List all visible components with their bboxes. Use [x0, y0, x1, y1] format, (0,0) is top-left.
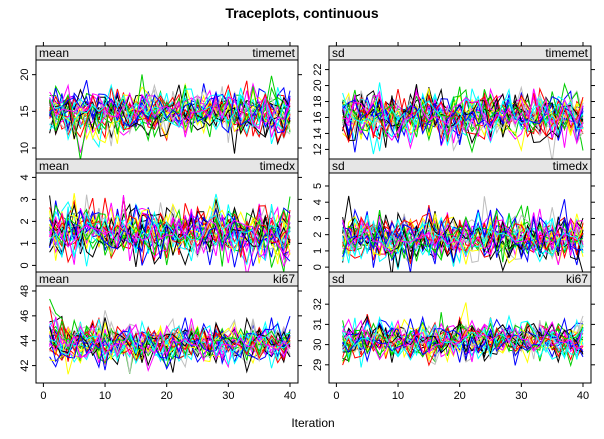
panel-mean-timemet: mean timemet 10 15 20: [19, 42, 302, 160]
y-tick-label: 32: [312, 298, 324, 310]
chain-line: [342, 82, 584, 147]
y-tick-label: 2: [19, 218, 31, 224]
x-tick-label: 30: [222, 390, 234, 402]
y-tick-label: 3: [19, 196, 31, 202]
chain-line: [342, 82, 584, 139]
chart-title: Traceplots, continuous: [225, 5, 378, 21]
chain-line: [49, 318, 291, 361]
y-tick-label: 10: [19, 142, 31, 154]
strip-stat-label: sd: [332, 159, 345, 173]
chain-line: [342, 88, 584, 141]
strip-variable-label: ki67: [566, 272, 588, 286]
strip-variable-label: timemet: [252, 46, 295, 60]
panel-sd-timemet: sd timemet 12 14 16 18 20 22: [312, 42, 595, 160]
chain-line: [49, 204, 291, 262]
chain-line: [342, 209, 584, 263]
strip-stat-label: mean: [39, 159, 69, 173]
panel-mean-timedx: mean timedx 0 1 2 3 4: [19, 158, 302, 273]
panel-sd-timedx: sd timedx 0 1 2 3 4 5: [312, 158, 595, 273]
y-tick-label: 14: [312, 127, 324, 139]
y-tick-label: 20: [19, 69, 31, 81]
chain-line: [342, 212, 584, 256]
x-tick-label: 20: [454, 390, 466, 402]
chain-line: [342, 89, 584, 144]
chain-line: [342, 211, 584, 268]
chain-line: [49, 319, 291, 369]
chain-line: [342, 319, 584, 361]
y-tick-label: 22: [312, 63, 324, 75]
y-tick-label: 5: [312, 183, 324, 189]
y-tick-label: 16: [312, 111, 324, 123]
y-tick-label: 42: [19, 359, 31, 371]
x-axis-label: Iteration: [291, 416, 334, 430]
x-tick-label: 30: [515, 390, 527, 402]
y-tick-label: 31: [312, 318, 324, 330]
y-tick-label: 30: [312, 338, 324, 350]
x-tick-label: 10: [392, 390, 404, 402]
panel-mean-ki67: mean ki67 42 44 46 48 0 10 20 30 40: [19, 271, 302, 402]
series-group: [342, 195, 584, 272]
chain-line: [49, 324, 291, 368]
chain-line: [49, 210, 291, 267]
series-group: [49, 74, 291, 159]
y-tick-label: 1: [19, 240, 31, 246]
y-tick-label: 48: [19, 285, 31, 297]
series-group: [342, 302, 584, 368]
y-tick-label: 0: [312, 264, 324, 270]
strip-background: [328, 271, 592, 287]
strip-stat-label: sd: [332, 46, 345, 60]
chain-line: [49, 208, 291, 256]
series-group: [49, 298, 291, 375]
x-tick-label: 20: [161, 390, 173, 402]
x-tick-label: 0: [40, 390, 46, 402]
x-tick-label: 40: [577, 390, 589, 402]
chain-line: [342, 90, 584, 159]
y-tick-label: 12: [312, 143, 324, 155]
chain-line: [49, 90, 291, 138]
y-tick-label: 44: [19, 335, 31, 347]
panel-sd-ki67: sd ki67 29 30 31 32 0 10 20 30 40: [312, 271, 595, 402]
strip-stat-label: mean: [39, 272, 69, 286]
strip-background: [35, 271, 299, 287]
y-tick-label: 18: [312, 95, 324, 107]
series-group: [49, 193, 291, 272]
chain-line: [49, 83, 291, 141]
strip-variable-label: ki67: [273, 272, 295, 286]
x-tick-label: 10: [99, 390, 111, 402]
y-tick-label: 2: [312, 232, 324, 238]
strip-variable-label: timedx: [260, 159, 295, 173]
series-group: [342, 82, 584, 159]
strip-variable-label: timemet: [545, 46, 588, 60]
x-tick-label: 40: [284, 390, 296, 402]
y-tick-label: 0: [19, 262, 31, 268]
strip-variable-label: timedx: [553, 159, 588, 173]
chain-line: [49, 194, 291, 262]
y-tick-label: 4: [19, 174, 31, 180]
y-tick-label: 1: [312, 248, 324, 254]
chain-line: [342, 88, 584, 155]
chain-line: [342, 212, 584, 258]
chain-line: [342, 322, 584, 363]
y-tick-label: 29: [312, 359, 324, 371]
y-tick-label: 15: [19, 105, 31, 117]
y-tick-label: 3: [312, 215, 324, 221]
y-tick-label: 20: [312, 79, 324, 91]
chain-line: [342, 315, 584, 361]
y-tick-label: 46: [19, 310, 31, 322]
y-tick-label: 4: [312, 199, 324, 205]
x-tick-label: 0: [333, 390, 339, 402]
strip-stat-label: mean: [39, 46, 69, 60]
chain-line: [49, 323, 291, 373]
strip-stat-label: sd: [332, 272, 345, 286]
